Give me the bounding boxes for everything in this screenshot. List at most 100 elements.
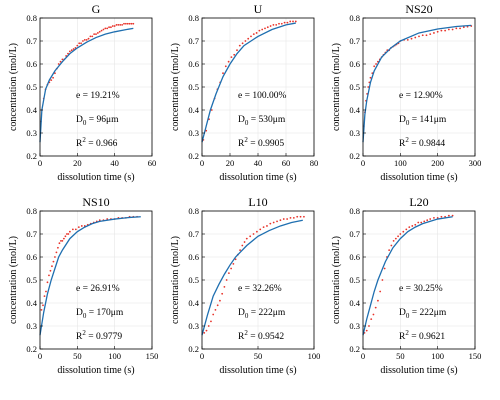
data-point: [420, 221, 423, 224]
data-point: [233, 53, 236, 56]
x-tick-label: 200: [431, 158, 444, 168]
data-point: [286, 218, 289, 220]
data-point: [280, 22, 283, 25]
x-tick-label: 50: [396, 351, 405, 361]
data-point: [52, 260, 55, 263]
data-point: [262, 226, 265, 229]
data-point: [130, 22, 133, 25]
data-point: [207, 325, 210, 327]
data-point: [406, 38, 409, 41]
data-point: [282, 218, 285, 220]
data-point: [375, 63, 377, 65]
data-point: [49, 269, 52, 272]
chart-title: U: [254, 2, 263, 16]
y-axis-label: concentration (mol/L): [331, 43, 342, 131]
data-point: [455, 27, 458, 30]
data-point: [275, 24, 278, 26]
data-point: [203, 332, 206, 334]
y-axis-label: concentration (mol/L): [170, 43, 181, 131]
y-tick-label: 0.7: [188, 36, 199, 46]
y-tick-label: 0.2: [188, 151, 199, 161]
x-axis-label: dissolution time (s): [57, 365, 134, 376]
x-tick-label: 20: [73, 158, 82, 168]
data-point: [436, 30, 439, 33]
y-tick-label: 0.4: [26, 298, 37, 308]
x-tick-label: 60: [148, 158, 157, 168]
data-point: [429, 33, 432, 35]
data-point: [117, 24, 120, 26]
x-tick-label: 50: [254, 351, 263, 361]
data-point: [255, 32, 258, 34]
data-point: [61, 240, 64, 242]
fit-curve-line: [39, 216, 141, 336]
x-axis-label: dissolution time (s): [380, 365, 457, 376]
data-point: [250, 35, 252, 38]
data-point: [269, 222, 272, 225]
y-tick-label: 0.6: [26, 252, 37, 262]
y-axis-label: concentration (mol/L): [170, 236, 181, 324]
data-point: [303, 215, 305, 218]
data-point: [74, 228, 77, 231]
y-tick-label: 0.4: [26, 105, 37, 115]
fit-annotation: e = 19.21%: [76, 91, 120, 101]
data-point: [60, 240, 62, 242]
fit-annotation: R2 = 0.9779: [76, 329, 122, 342]
chart-panel-g: 0.2 0.3 0.4 0.5 0.6 0.7 0.8 0 20 40 60 Gdissolution…: [8, 2, 156, 183]
data-point: [423, 220, 426, 223]
y-tick-label: 0.4: [188, 105, 199, 115]
data-point: [383, 267, 386, 270]
fit-annotation: e = 26.91%: [76, 284, 120, 294]
data-point: [444, 29, 447, 32]
fit-annotation: R2 = 0.966: [76, 136, 118, 149]
data-point: [261, 28, 264, 31]
data-point: [279, 219, 282, 222]
data-point: [451, 28, 454, 31]
y-tick-label: 0.7: [349, 229, 360, 239]
data-point: [283, 21, 286, 24]
data-point: [225, 279, 228, 281]
x-axis-label: dissolution time (s): [57, 172, 134, 183]
y-tick-label: 0.6: [188, 59, 199, 69]
data-point: [214, 309, 217, 311]
data-point: [417, 221, 420, 224]
fit-curve-line: [201, 219, 303, 336]
chart-panel-ns10: 0.2 0.3 0.4 0.5 0.6 0.7 0.8 0 50 100 150 NS10 dissol…: [8, 195, 158, 376]
data-point: [57, 63, 60, 65]
x-axis-label: dissolution time (s): [219, 365, 296, 376]
data-point: [368, 325, 370, 327]
x-tick-label: 100: [308, 351, 321, 361]
data-point: [459, 27, 461, 30]
data-point: [223, 286, 226, 288]
fit-annotation: e = 32.26%: [238, 284, 282, 294]
data-point: [43, 295, 46, 297]
data-point: [227, 60, 230, 63]
data-point: [68, 50, 71, 53]
y-tick-label: 0.2: [188, 344, 199, 354]
data-point: [259, 228, 262, 231]
data-point: [255, 230, 258, 233]
data-point: [58, 242, 61, 245]
fit-annotation: R2 = 0.9905: [238, 136, 284, 149]
y-tick-label: 0.2: [349, 151, 360, 161]
data-point: [42, 304, 44, 307]
x-tick-label: 60: [282, 158, 291, 168]
fit-annotation: e = 100.00%: [238, 91, 286, 101]
data-point: [119, 24, 122, 26]
data-point: [64, 235, 67, 238]
y-tick-label: 0.7: [26, 229, 37, 239]
data-point: [243, 241, 246, 243]
data-point: [292, 217, 295, 219]
x-tick-label: 100: [108, 351, 121, 361]
data-point: [266, 225, 268, 227]
data-point: [45, 290, 47, 293]
data-point: [50, 79, 53, 81]
y-tick-label: 0.5: [188, 275, 199, 285]
y-tick-label: 0.5: [26, 82, 37, 92]
y-tick-label: 0.6: [349, 252, 360, 262]
data-point: [210, 109, 213, 111]
data-point: [272, 221, 275, 224]
data-point: [132, 22, 135, 25]
chart-panel-ns20: 0.2 0.3 0.4 0.5 0.6 0.7 0.8 0 100 200 300 NS20 disso…: [331, 2, 481, 183]
data-point: [433, 217, 435, 219]
x-tick-label: 150: [146, 351, 159, 361]
